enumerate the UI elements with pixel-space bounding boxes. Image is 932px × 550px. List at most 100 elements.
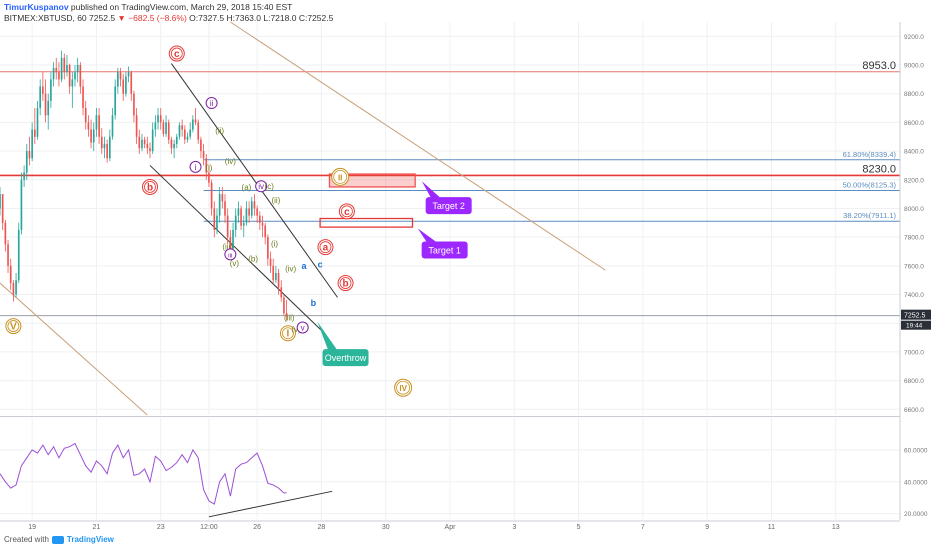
wave-label-circle xyxy=(7,320,20,332)
time-tick-label: 23 xyxy=(157,524,165,531)
trend-lines xyxy=(0,21,606,416)
candle-body xyxy=(210,182,213,209)
candle-body xyxy=(7,244,9,266)
candle-body xyxy=(84,108,87,123)
candle-body xyxy=(42,86,44,94)
candle-body xyxy=(237,208,240,216)
candle-body xyxy=(189,129,192,137)
trendline xyxy=(171,63,338,298)
wave-label: b xyxy=(147,182,153,193)
wave-label: c xyxy=(318,259,323,269)
tradingview-brand[interactable]: TradingView xyxy=(66,535,114,544)
target-box xyxy=(328,173,416,188)
fib-level-label: 50.00%(8125.3) xyxy=(843,180,897,189)
time-tick-label: 7 xyxy=(641,524,645,531)
wave-label: IV xyxy=(399,384,407,393)
wave-label-circle xyxy=(340,205,353,218)
created-with-label: Created with xyxy=(4,535,49,544)
price-tick-label: 7400.0 xyxy=(904,292,924,299)
candle-body xyxy=(183,129,186,140)
candle-body xyxy=(133,93,135,116)
wave-label-circle xyxy=(396,380,411,395)
trendline xyxy=(0,282,148,416)
fib-level-label: 61.80%(8339.4) xyxy=(843,150,897,159)
time-tick-label: 19 xyxy=(28,524,36,531)
time-tick-label: Apr xyxy=(445,524,457,531)
candle-body xyxy=(218,194,221,216)
candle-body xyxy=(63,57,66,73)
trendline xyxy=(230,21,606,271)
price-change: ▼ −682.5 (−8.6%) xyxy=(117,13,187,23)
wave-label-circle xyxy=(394,378,413,397)
callouts: Target 2 Target 1 Overthrow xyxy=(317,181,472,367)
candle-body xyxy=(213,208,216,230)
price-tick-label: 7600.0 xyxy=(904,263,924,270)
time-tick-label: 3 xyxy=(512,524,516,531)
wave-label-circle xyxy=(170,47,183,60)
candle-body xyxy=(60,57,63,80)
wave-label: i xyxy=(195,163,197,172)
price-axis: 6600.06800.07000.07200.07400.07600.07800… xyxy=(899,22,931,520)
time-axis: 19 21 23 12:00 26 28 30 Apr 3 5 7 9 11 13 xyxy=(0,520,900,531)
candle-body xyxy=(240,208,242,226)
target-box xyxy=(319,217,414,228)
price-tick-label: 8000.0 xyxy=(904,206,924,213)
candle-body xyxy=(245,208,248,223)
current-price-label: 7252.5 xyxy=(904,313,926,320)
candle-body xyxy=(68,65,71,87)
candle-body xyxy=(33,129,36,137)
rsi-trendline xyxy=(208,490,333,518)
candle-body xyxy=(76,65,79,73)
price-tick-label: 6800.0 xyxy=(904,378,924,385)
last-price: 7252.5 xyxy=(89,13,116,23)
candle-body xyxy=(12,283,15,295)
wave-label-circle xyxy=(224,248,237,261)
candle-body xyxy=(66,65,68,73)
candle-body xyxy=(200,139,202,152)
wave-label-circle xyxy=(319,241,332,254)
candle-body xyxy=(143,139,146,144)
callout-label: Overthrow xyxy=(325,353,367,363)
wave-label: iii xyxy=(228,252,232,259)
candle-body xyxy=(267,237,269,259)
candle-body xyxy=(138,136,141,149)
candle-body xyxy=(146,143,149,149)
candle-body xyxy=(178,125,181,137)
candle-body xyxy=(162,122,165,134)
candle-body xyxy=(154,122,157,130)
gridlines xyxy=(0,22,900,520)
wave-label: (v) xyxy=(230,259,240,268)
candle-body xyxy=(108,136,111,159)
price-level-label: 8953.0 xyxy=(862,60,896,72)
wave-label-circle xyxy=(296,321,309,334)
candle-body xyxy=(250,201,253,216)
time-tick-label: 12:00 xyxy=(200,524,218,531)
wave-label: a xyxy=(323,243,329,254)
candle-body xyxy=(47,100,50,116)
wave-label: (i) xyxy=(205,164,212,173)
candle-body xyxy=(117,72,119,87)
candle-body xyxy=(23,172,25,180)
callout-box xyxy=(425,197,472,215)
candle-body xyxy=(44,93,47,116)
candle-body xyxy=(226,215,229,238)
price-tick-label: 8800.0 xyxy=(904,91,924,98)
author-name[interactable]: TimurKuspanov xyxy=(4,2,69,12)
candle-body xyxy=(242,222,245,226)
wave-label: c xyxy=(174,49,180,60)
candle-body xyxy=(248,208,250,216)
wave-label: (ii) xyxy=(271,196,280,205)
wave-label: (c) xyxy=(265,182,275,191)
candle-body xyxy=(277,273,280,288)
rsi-tick-label: 60.0000 xyxy=(904,447,928,454)
candle-body xyxy=(269,258,272,266)
ohlc-values: O:7327.5 H:7363.0 L:7218.0 C:7252.5 xyxy=(189,13,334,23)
callout-box xyxy=(322,349,369,367)
candle-body xyxy=(224,201,226,216)
candle-body xyxy=(90,129,92,143)
candle-body xyxy=(234,215,237,230)
fib-levels: 8953.0 8230.0 61.80%(8339.4) 50.00%(8125.3)… xyxy=(0,60,900,317)
time-badge xyxy=(901,320,931,330)
publish-info: published on TradingView.com, March 29, … xyxy=(70,2,293,12)
